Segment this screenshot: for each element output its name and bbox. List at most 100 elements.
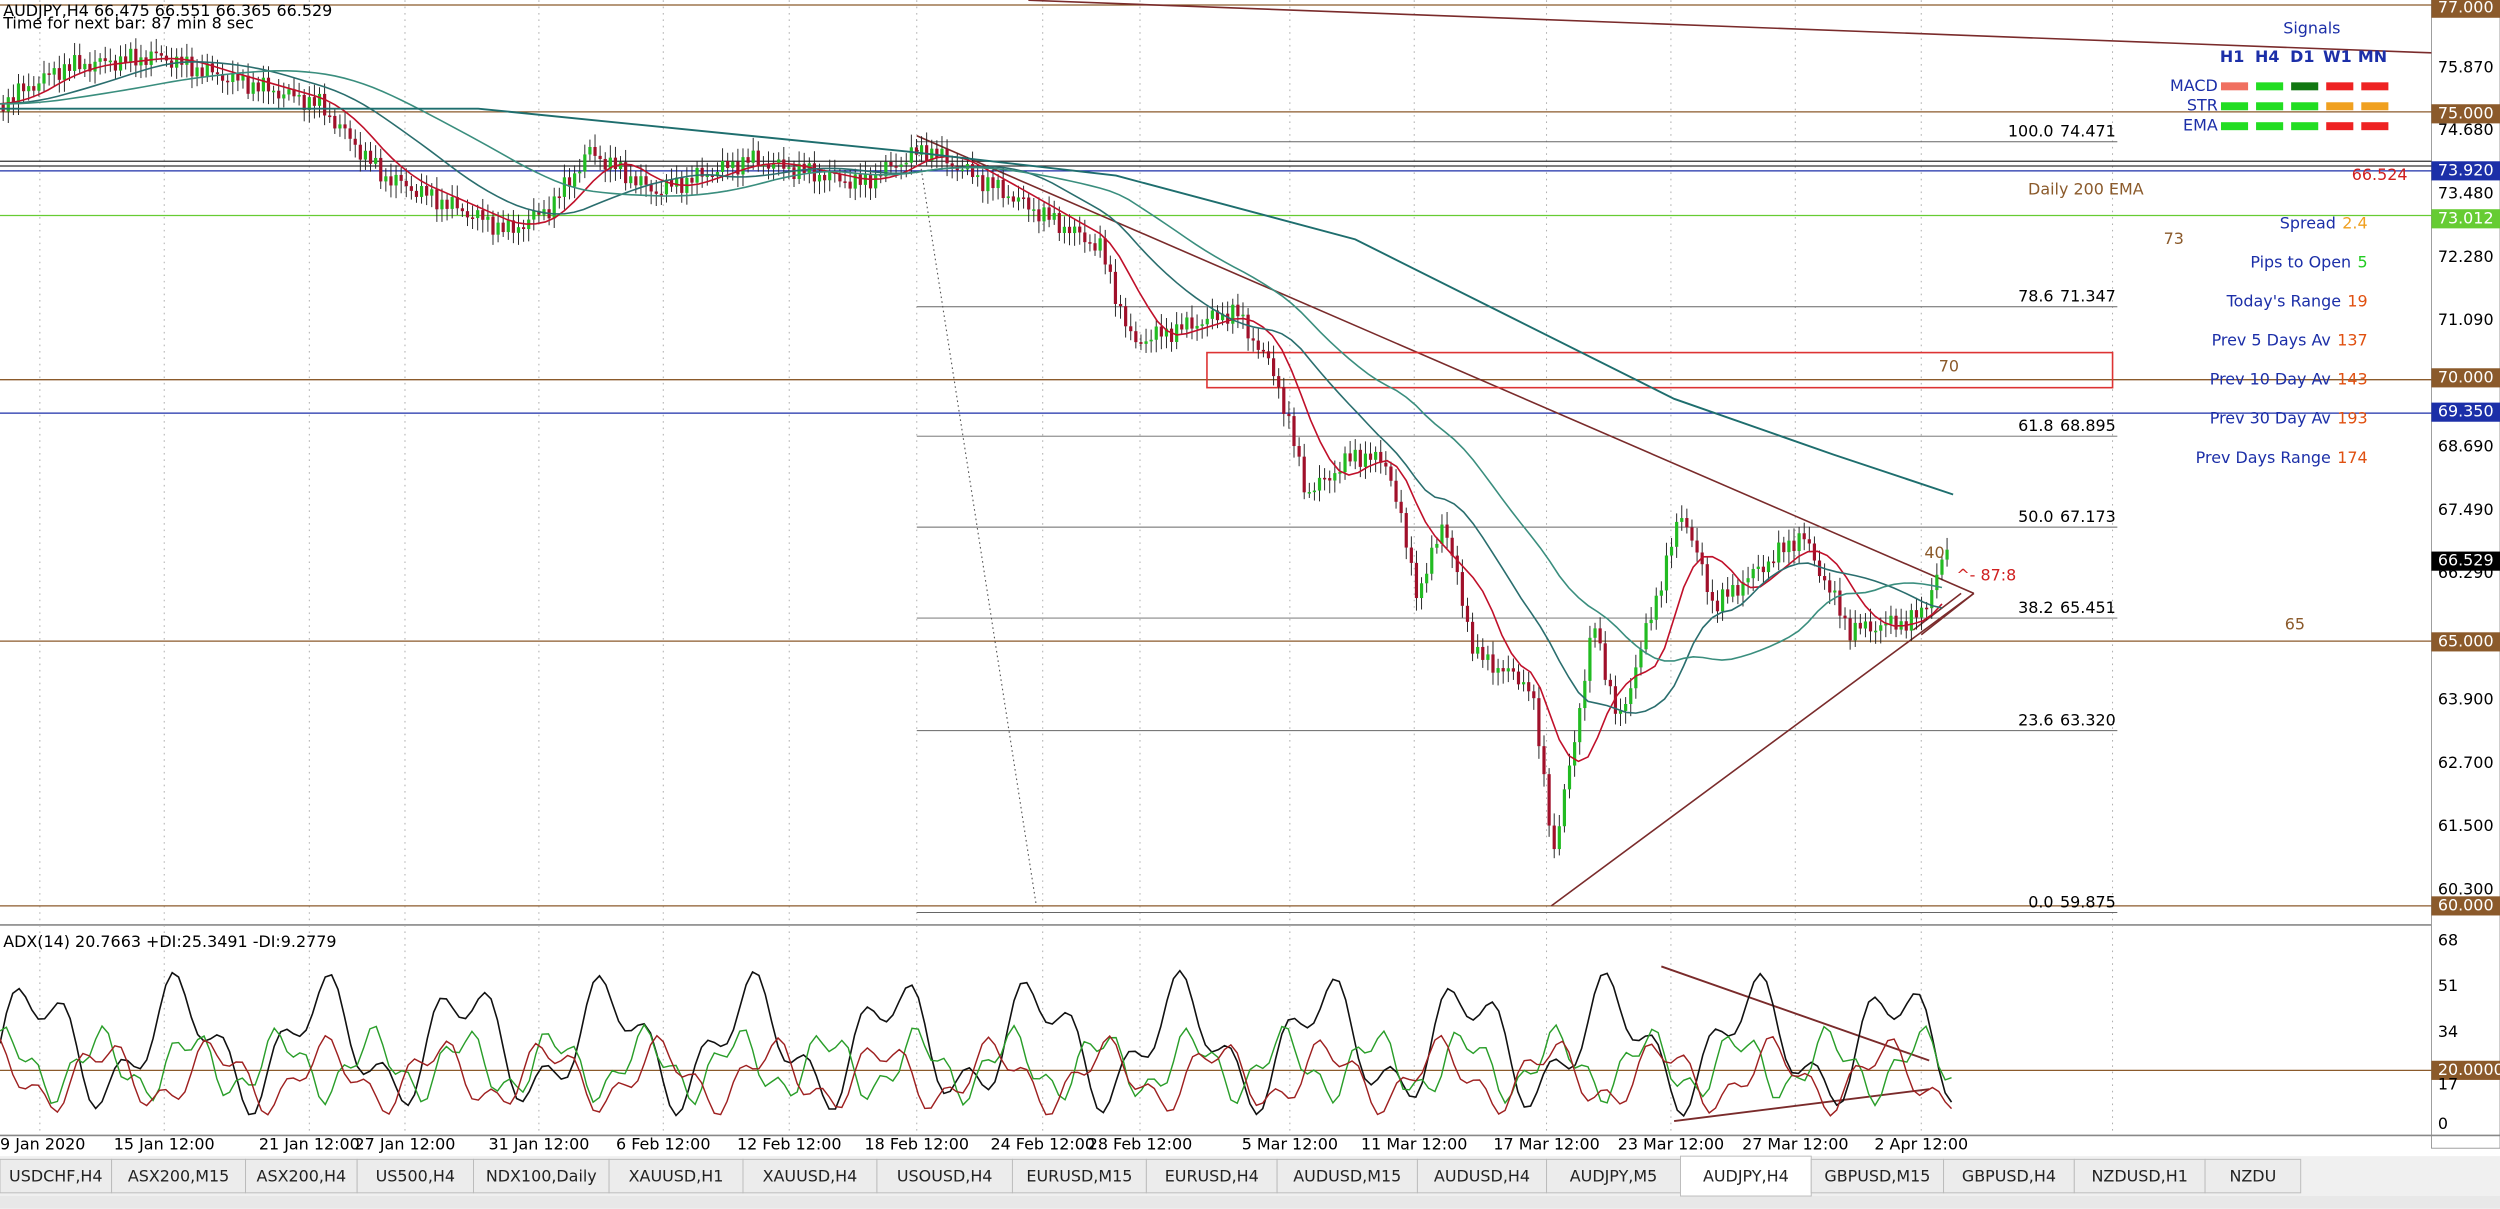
candle-body: [1042, 207, 1046, 222]
candle-body: [1098, 238, 1102, 251]
tab-label[interactable]: AUDUSD,H4: [1434, 1166, 1530, 1185]
candle-body: [307, 97, 311, 110]
tab-label[interactable]: AUDUSD,M15: [1293, 1166, 1401, 1185]
candle-body: [940, 148, 944, 158]
candle-body: [440, 199, 444, 210]
candle-body: [1425, 573, 1429, 584]
candle-body: [1741, 582, 1745, 596]
candle-body: [1149, 339, 1153, 342]
candle-body: [1205, 318, 1209, 325]
candle-body: [1807, 539, 1811, 544]
candle-body: [1715, 600, 1720, 612]
candle-body: [588, 146, 592, 155]
tab[interactable]: [608, 1158, 744, 1194]
candle-body: [1746, 578, 1750, 583]
annotation: 73: [2164, 229, 2184, 248]
candle-body: [425, 186, 429, 196]
indicator-axis: 34: [2438, 1022, 2458, 1041]
tab[interactable]: [0, 1158, 113, 1194]
tab[interactable]: [1810, 1158, 1945, 1194]
candle-body: [1164, 328, 1169, 337]
candle-body: [1817, 560, 1822, 577]
fib-price: 65.451: [2060, 598, 2116, 617]
candle-body: [37, 83, 41, 91]
candle-body: [1180, 324, 1184, 330]
tab[interactable]: [1276, 1158, 1418, 1194]
candle-body: [312, 97, 317, 106]
tab-label[interactable]: GBPUSD,M15: [1824, 1166, 1930, 1185]
candle-body: [491, 216, 495, 235]
tab[interactable]: [876, 1158, 1013, 1194]
tab-label[interactable]: NZDUSD,H1: [2091, 1166, 2187, 1185]
tab-label[interactable]: XAUUSD,H1: [629, 1166, 724, 1185]
tab-label[interactable]: EURUSD,M15: [1026, 1166, 1132, 1185]
tab[interactable]: [742, 1158, 878, 1194]
signal-cell: [2361, 102, 2389, 111]
tab[interactable]: [1145, 1158, 1278, 1194]
candle-body: [1185, 317, 1189, 330]
candle-body: [1690, 527, 1694, 541]
signal-cell: [2256, 82, 2284, 91]
tab-label[interactable]: NZDU: [2229, 1166, 2276, 1185]
candle-body: [42, 73, 46, 84]
candle-body: [843, 181, 847, 183]
indicator-axis: 17: [2438, 1074, 2458, 1093]
candle-body: [1241, 314, 1245, 317]
fib-price: 74.471: [2060, 122, 2116, 141]
timeframe: H4: [2255, 47, 2279, 66]
candle-body: [129, 48, 133, 63]
tab-label[interactable]: AUDJPY,M5: [1570, 1166, 1657, 1185]
tab-label[interactable]: ASX200,H4: [257, 1166, 347, 1185]
tab-label[interactable]: ASX200,M15: [128, 1166, 229, 1185]
candle-body: [501, 222, 505, 233]
tab-label[interactable]: US500,H4: [376, 1166, 455, 1185]
candle-body: [1751, 568, 1755, 579]
candle-body: [1037, 209, 1041, 222]
candle-body: [1930, 590, 1934, 609]
tab[interactable]: [1011, 1158, 1147, 1194]
candle-body: [1027, 197, 1031, 210]
tab[interactable]: [2204, 1158, 2302, 1194]
tab-label[interactable]: EURUSD,H4: [1165, 1166, 1259, 1185]
tab-label[interactable]: XAUUSD,H4: [763, 1166, 858, 1185]
tab[interactable]: [1943, 1158, 2075, 1194]
tab[interactable]: [2073, 1158, 2206, 1194]
tab[interactable]: [356, 1158, 475, 1194]
fib-level: 78.6: [2018, 287, 2054, 306]
tab-label[interactable]: NDX100,Daily: [486, 1166, 597, 1185]
price-label: 73.920: [2438, 160, 2494, 179]
candle-body: [1139, 342, 1143, 344]
candle-body: [1001, 179, 1005, 199]
candle-body: [690, 177, 694, 183]
candle-body: [868, 173, 873, 189]
status-bar: [0, 1196, 2500, 1209]
candle-body: [1884, 623, 1888, 626]
signal-cell: [2291, 82, 2319, 91]
candle-body: [1124, 306, 1128, 327]
candle-body: [481, 210, 485, 220]
candle-body: [1562, 789, 1567, 827]
annotation: 40: [1924, 543, 1944, 562]
tab-label[interactable]: GBPUSD,H4: [1962, 1166, 2056, 1185]
candle-body: [573, 173, 577, 187]
candle-body: [1914, 610, 1919, 618]
tab[interactable]: [473, 1158, 610, 1194]
tab-label[interactable]: USOUSD,H4: [897, 1166, 993, 1185]
tab[interactable]: [1416, 1158, 1548, 1194]
tab[interactable]: [245, 1158, 358, 1194]
candle-body: [1511, 668, 1515, 672]
tab-label[interactable]: USDCHF,H4: [9, 1166, 103, 1185]
candle-body: [1052, 213, 1056, 220]
candle-body: [389, 176, 393, 186]
price-label: 72.280: [2438, 247, 2494, 266]
tab-label[interactable]: AUDJPY,H4: [1703, 1166, 1789, 1185]
candle-body: [618, 162, 623, 170]
annotation: Daily 200 EMA: [2028, 179, 2144, 198]
info-value: 5: [2358, 252, 2368, 271]
candle-body: [1073, 226, 1077, 234]
price-highlight: [2431, 402, 2500, 422]
candle-body: [1287, 413, 1291, 417]
candle-body: [1389, 466, 1393, 481]
candle-body: [726, 160, 730, 169]
candle-body: [323, 93, 327, 116]
